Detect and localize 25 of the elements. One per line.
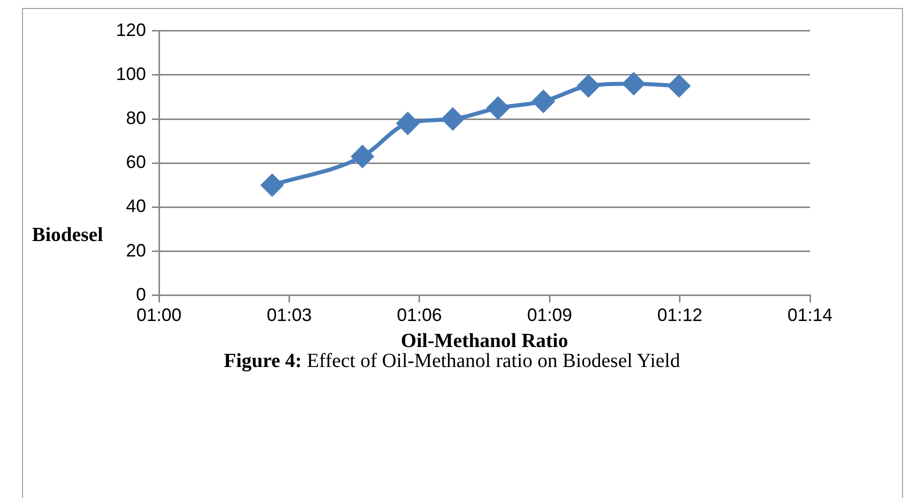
y-tick-label: 0 bbox=[136, 284, 146, 304]
y-tick-label: 40 bbox=[126, 196, 146, 216]
y-tick-label: 120 bbox=[116, 20, 146, 40]
point bbox=[532, 90, 554, 112]
x-tick-label: 01:03 bbox=[266, 305, 312, 326]
point bbox=[487, 96, 510, 119]
point bbox=[668, 74, 690, 97]
y-axis-title: Biodesel bbox=[32, 224, 104, 247]
point bbox=[351, 145, 374, 168]
y-tick-label: 20 bbox=[126, 240, 146, 260]
point bbox=[442, 108, 464, 130]
caption: Figure 4: Effect of Oil-Methanol ratio on Biodesel Yield bbox=[222, 350, 682, 373]
point bbox=[396, 112, 419, 134]
x-tick-label: 01:09 bbox=[527, 305, 572, 326]
y-tick-label: 100 bbox=[116, 64, 146, 84]
point bbox=[577, 74, 600, 97]
x-tick-label: 01:06 bbox=[396, 305, 442, 326]
y-tick-label: 60 bbox=[126, 152, 146, 172]
x-tick-label: 01:00 bbox=[136, 305, 182, 326]
x-axis-title: Oil-Methanol Ratio bbox=[400, 330, 568, 352]
point bbox=[622, 72, 645, 95]
y-tick-label: 80 bbox=[126, 108, 146, 128]
x-tick-label: 01:14 bbox=[787, 305, 833, 326]
x-tick-label: 01:12 bbox=[657, 305, 702, 326]
point bbox=[261, 174, 284, 196]
